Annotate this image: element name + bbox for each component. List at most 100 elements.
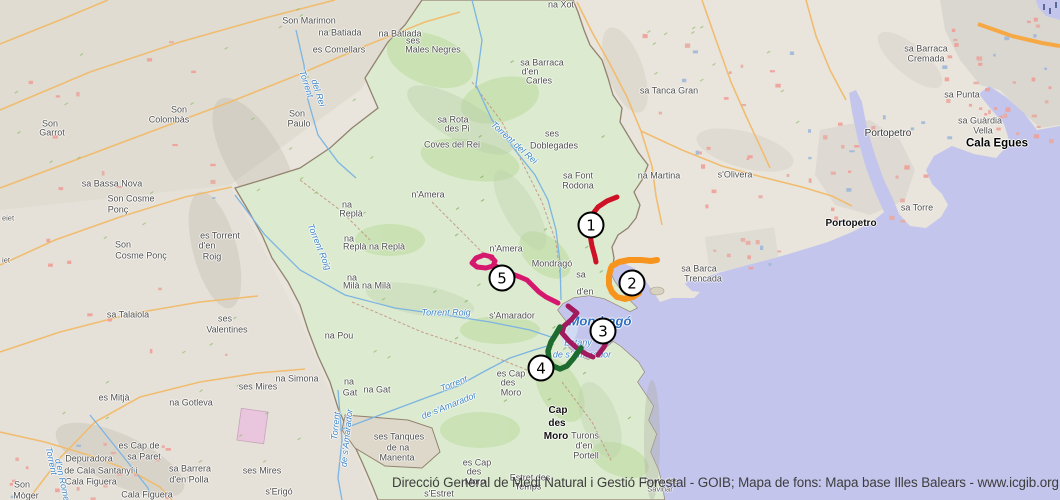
map-label: es Torrent xyxy=(200,230,240,241)
buildings-group xyxy=(9,17,1054,500)
map-label: Turons xyxy=(571,430,599,441)
map-label: sa Punta xyxy=(944,89,980,100)
map-label: sa Tanca Gran xyxy=(639,85,699,96)
map-label: Cremada xyxy=(907,53,945,64)
trails-group xyxy=(299,81,613,463)
map-label: Colombàs xyxy=(148,114,190,125)
map-label: na Xot xyxy=(547,0,575,10)
map-label: na xyxy=(343,376,355,387)
map-label: d'en xyxy=(521,66,539,77)
map-label: Mondragó xyxy=(531,258,573,269)
map-label: es Cap de xyxy=(118,440,160,451)
map-label: Ponç xyxy=(107,204,129,215)
map-label: Paulo xyxy=(287,118,311,129)
map-label: d'en xyxy=(576,286,594,297)
trail-marker-5[interactable]: 5 xyxy=(488,264,516,292)
map-label: sa Torre xyxy=(900,202,934,213)
map-label: de na xyxy=(386,442,410,453)
map-label: na Batiada xyxy=(378,28,422,39)
map-label: Replà na Replà xyxy=(342,241,406,252)
map-label: Torrent xyxy=(438,373,469,394)
map-label: Savinar xyxy=(647,484,673,494)
map-label: Depuradora xyxy=(65,453,113,464)
streams-group xyxy=(89,0,562,500)
map-label: Trencada xyxy=(684,273,722,284)
sea-region xyxy=(558,86,1060,500)
map-label: na Gotleva xyxy=(169,397,213,408)
map-label: Son xyxy=(170,104,188,115)
map-label: de Cala Santanyí i xyxy=(64,465,138,476)
map-label: Valentines xyxy=(206,324,248,335)
enclave-region xyxy=(341,414,441,469)
map-label: na Pou xyxy=(324,330,354,341)
roads-group xyxy=(0,0,853,500)
trail-marker-4[interactable]: 4 xyxy=(527,354,555,382)
map-label: de s'Amarador xyxy=(552,349,612,360)
map-label: es Cap xyxy=(462,457,492,468)
map-label: d'en xyxy=(575,440,593,451)
map-label: Gat xyxy=(342,387,358,398)
map-label: des Pi xyxy=(444,123,470,134)
trail-marker-1[interactable]: 1 xyxy=(577,211,605,239)
map-label: ses Tanques xyxy=(373,431,425,442)
map-label: Cala Figuera xyxy=(121,489,173,500)
map-label: sa Guàrdia xyxy=(957,115,1003,126)
map-label: na xyxy=(346,272,358,283)
map-label: Vella xyxy=(973,125,993,136)
trail-marker-3[interactable]: 3 xyxy=(589,317,617,345)
map-label: d'en Polla xyxy=(169,474,209,485)
map-label: de s'Amarador xyxy=(419,389,478,422)
depuradora-area xyxy=(236,407,269,445)
map-label: eiet xyxy=(1,213,15,223)
map-label: s'Estret xyxy=(424,488,454,499)
map-label: Roig xyxy=(202,251,222,262)
map-label: na Martina xyxy=(637,170,681,181)
map-label: na xyxy=(343,233,355,244)
map-label: s'Erigó xyxy=(265,486,293,497)
map-label: n'Amera xyxy=(411,189,445,200)
map-label: Torrent Roig xyxy=(305,222,334,272)
map-label: n'Amera xyxy=(489,243,523,254)
map-label: ses Mires xyxy=(238,381,278,392)
map-label: Mòger xyxy=(13,490,39,500)
islet xyxy=(649,286,665,296)
map-label: de s'Amarador xyxy=(338,408,355,468)
map-label: sa Barca xyxy=(681,263,717,274)
map-label: Males Negres xyxy=(405,44,461,55)
map-label: Son Marimon xyxy=(282,15,336,26)
map-label: s'Amarador xyxy=(489,310,535,321)
map-label: Rodona xyxy=(562,180,594,191)
map-label: Milà na Milà xyxy=(342,280,392,291)
map-label: sa Barraca xyxy=(520,57,564,68)
map-label: Torrent xyxy=(329,411,342,441)
map-label: Garrot xyxy=(39,127,65,138)
map-label: Cala Figuera xyxy=(65,476,117,487)
map-label: sa Barraca xyxy=(904,43,948,54)
map-label: na Simona xyxy=(275,373,319,384)
map-label: sa Barrera xyxy=(168,463,212,474)
map-label: Son xyxy=(114,239,132,250)
map-label: Moro xyxy=(500,387,522,398)
map-label: ses xyxy=(217,313,233,324)
map-label: Manenta xyxy=(379,452,415,463)
map-label: na Gat xyxy=(363,384,391,395)
map-label: es Cap xyxy=(496,368,526,379)
map-label: es Mitjà xyxy=(98,392,130,403)
route-2[interactable] xyxy=(609,257,660,269)
map-label: Portopetro xyxy=(825,218,877,229)
trail-marker-2[interactable]: 2 xyxy=(618,269,646,297)
map-label: sa Rota xyxy=(437,114,469,125)
map-label: sa Bassa Nova xyxy=(81,178,143,189)
route-2[interactable] xyxy=(606,265,642,302)
park-hillshade xyxy=(365,85,622,459)
map-label: Torrent Roig xyxy=(421,307,471,318)
map-label: Son xyxy=(288,108,306,119)
route-3[interactable] xyxy=(559,303,596,360)
map-label: na Batiada xyxy=(318,27,362,38)
veg-marks-group xyxy=(14,7,800,484)
map-label: des xyxy=(466,466,482,477)
map-label: Estany xyxy=(564,337,592,348)
map-label: Cosme Ponç xyxy=(115,250,167,261)
map-label: Estret des xyxy=(509,472,551,483)
